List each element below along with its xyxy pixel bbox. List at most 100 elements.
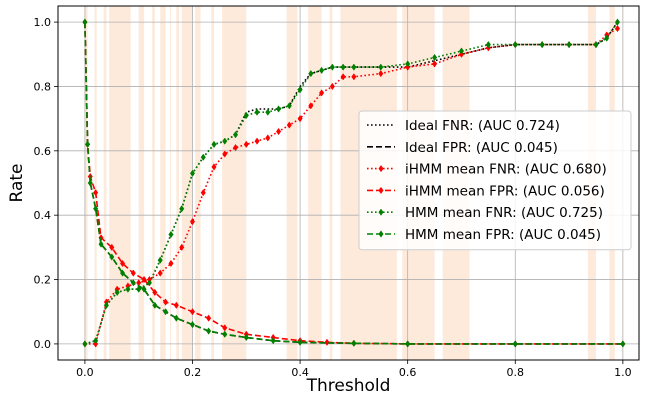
background-band: [94, 6, 97, 360]
series-point: [265, 134, 271, 142]
series-point: [173, 301, 179, 309]
series-point: [146, 279, 152, 287]
series-point: [378, 186, 384, 195]
background-band: [169, 6, 171, 360]
series-point: [152, 288, 158, 297]
series-point: [308, 102, 314, 110]
legend-label: iHMM mean FNR: (AUC 0.680): [405, 162, 607, 178]
background-band: [176, 6, 180, 360]
legend-box: [358, 110, 632, 251]
series-point: [232, 143, 239, 152]
series-point: [98, 240, 104, 248]
background-band: [211, 6, 215, 360]
series-point: [109, 243, 115, 251]
series-point: [276, 127, 282, 136]
series-point: [254, 108, 260, 116]
legend-label: HMM mean FNR: (AUC 0.725): [405, 205, 603, 221]
series-point: [125, 285, 131, 293]
series-point: [351, 339, 357, 347]
series-point: [189, 217, 196, 226]
series-point: [351, 73, 357, 81]
series-point: [163, 308, 169, 316]
series-point: [179, 243, 185, 251]
legend-item: HMM mean FNR: (AUC 0.725): [367, 205, 603, 221]
legend-label: HMM mean FPR: (AUC 0.045): [405, 227, 601, 243]
series-point: [222, 150, 228, 158]
series-point: [378, 69, 384, 78]
background-band: [308, 6, 322, 360]
background-band: [329, 6, 333, 360]
series-point: [200, 189, 206, 197]
series-point: [87, 179, 93, 187]
legend-label: iHMM mean FPR: (AUC 0.056): [405, 183, 605, 199]
y-tick-label: 1.0: [34, 16, 52, 29]
background-band: [195, 6, 201, 360]
series-point: [232, 131, 239, 139]
series-line: [84, 22, 623, 345]
background-band: [181, 6, 193, 360]
series-point: [319, 89, 325, 97]
series: [82, 18, 621, 348]
series-point: [604, 34, 610, 42]
legend-item: iHMM mean FNR: (AUC 0.680): [367, 162, 607, 178]
series-point: [173, 314, 179, 322]
x-axis-title: Threshold: [306, 376, 391, 396]
background-band: [84, 6, 88, 360]
series-point: [324, 338, 330, 346]
series-point: [254, 137, 260, 145]
series-point: [593, 40, 599, 49]
series-point: [93, 189, 99, 197]
y-tick-label: 0.6: [34, 145, 52, 158]
y-axis-title: Rate: [7, 164, 27, 203]
series-point: [189, 169, 196, 177]
series-point: [286, 121, 292, 129]
x-tick-label: 1.0: [614, 366, 632, 379]
series-point: [130, 279, 136, 287]
series-point: [405, 60, 411, 68]
legend: Ideal FNR: (AUC 0.724) Ideal FPR: (AUC 0.…: [358, 110, 632, 251]
series-point: [189, 320, 196, 329]
series-point: [378, 230, 384, 238]
series-point: [211, 163, 217, 171]
series-point: [329, 82, 335, 91]
series-point: [319, 66, 325, 74]
x-tick-label: 0.8: [507, 366, 525, 379]
legend-label: Ideal FNR: (AUC 0.724): [405, 118, 560, 134]
series-point: [157, 256, 163, 264]
series-point: [130, 269, 136, 277]
series-point: [614, 24, 621, 33]
series-point: [620, 340, 626, 348]
series-point: [120, 259, 126, 268]
series-point: [329, 63, 335, 71]
series-point: [458, 47, 465, 55]
series-point: [103, 301, 109, 309]
y-tick-label: 0.0: [34, 338, 52, 351]
series-point: [82, 340, 88, 348]
series-point: [485, 40, 491, 49]
background-band: [138, 6, 145, 360]
series-point: [168, 259, 174, 268]
series-point: [200, 153, 206, 161]
series-point: [270, 337, 276, 345]
y-tick-label: 0.4: [34, 209, 52, 222]
series-point: [566, 40, 572, 49]
background-band: [103, 6, 107, 360]
series-point: [539, 40, 545, 49]
series-point: [276, 105, 282, 113]
series-point: [163, 298, 169, 306]
x-tick-label: 0.4: [291, 366, 309, 379]
series: [82, 18, 626, 348]
series-point: [211, 140, 217, 149]
series-point: [136, 285, 142, 293]
series-point: [141, 285, 147, 293]
series-point: [265, 108, 271, 116]
series-point: [157, 269, 163, 277]
series-point: [308, 69, 314, 78]
x-tick-label: 0.6: [399, 366, 417, 379]
series-point: [222, 330, 228, 338]
series-point: [614, 18, 621, 26]
series-point: [340, 73, 346, 81]
plot-frame: [57, 5, 640, 361]
